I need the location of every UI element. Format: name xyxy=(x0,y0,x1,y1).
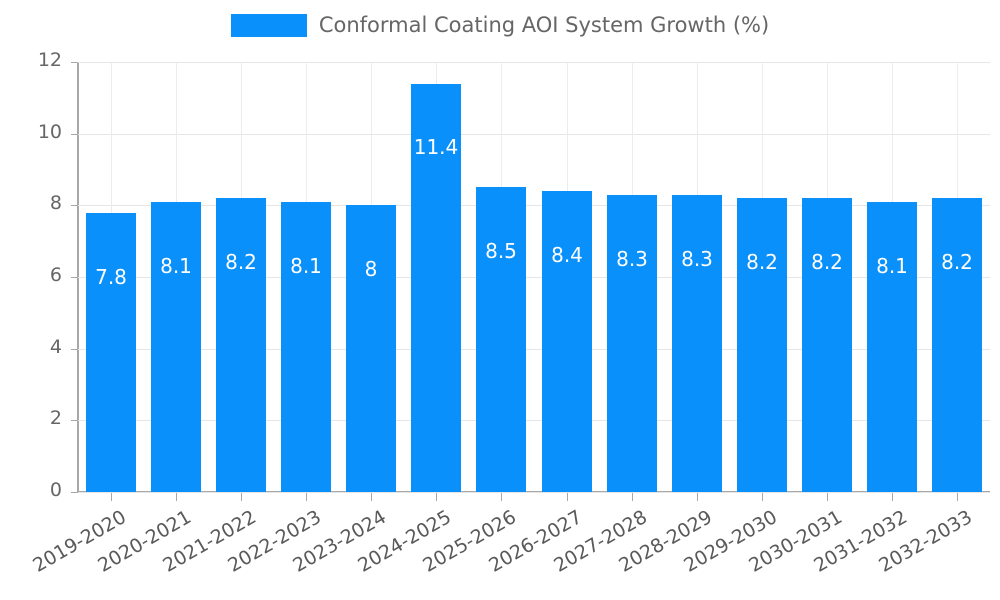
bar-value-label: 8.4 xyxy=(551,243,583,267)
y-axis-tick-mark xyxy=(71,277,78,278)
bar[interactable] xyxy=(281,201,331,492)
bar[interactable] xyxy=(932,198,982,492)
x-axis-tick-mark xyxy=(827,493,828,501)
legend-color-swatch-icon xyxy=(230,14,307,37)
bar-value-label: 8.2 xyxy=(225,250,257,274)
bar[interactable] xyxy=(151,201,201,492)
bar-value-label: 11.4 xyxy=(413,135,459,159)
y-axis-tick-label: 2 xyxy=(49,407,62,430)
x-axis-tick-mark xyxy=(436,493,437,501)
gridline-horizontal xyxy=(78,420,990,422)
gridline-horizontal xyxy=(78,133,990,135)
bar-value-label: 8.1 xyxy=(876,254,908,278)
bar[interactable] xyxy=(411,83,461,492)
bar[interactable] xyxy=(216,198,266,492)
gridline-horizontal xyxy=(78,277,990,278)
bar[interactable] xyxy=(672,194,722,492)
gridline-horizontal xyxy=(78,348,990,350)
bar[interactable] xyxy=(607,194,657,492)
x-axis-tick-mark xyxy=(371,493,372,501)
x-axis-tick-mark xyxy=(176,493,177,501)
bar-value-label: 8 xyxy=(364,257,378,281)
bar[interactable] xyxy=(346,205,396,492)
gridline-horizontal xyxy=(78,62,990,63)
bar[interactable] xyxy=(867,201,917,492)
bar-value-label: 8.1 xyxy=(290,254,322,278)
y-axis-tick-mark xyxy=(71,348,78,350)
bar[interactable] xyxy=(86,212,136,492)
bar-value-label: 8.3 xyxy=(616,247,648,271)
x-axis-tick-mark xyxy=(632,493,633,501)
bar[interactable] xyxy=(476,187,526,492)
y-axis-tick-label: 6 xyxy=(49,264,62,286)
x-axis-tick-mark xyxy=(957,493,958,501)
y-axis-tick-label: 12 xyxy=(37,49,62,71)
bar[interactable] xyxy=(737,198,787,492)
x-axis-tick-label: 2019-2020 xyxy=(28,506,130,577)
y-axis-tick-mark xyxy=(71,420,78,422)
bar[interactable] xyxy=(542,191,592,492)
bar-value-label: 8.2 xyxy=(811,250,843,274)
x-axis-tick-mark xyxy=(567,493,568,501)
bar[interactable] xyxy=(802,198,852,492)
bar-value-label: 8.5 xyxy=(485,239,517,263)
bar-value-label: 7.8 xyxy=(95,265,127,289)
chart-legend: Conformal Coating AOI System Growth (%) xyxy=(0,14,1000,37)
y-axis-tick-mark xyxy=(71,62,78,63)
gridline-horizontal xyxy=(78,205,990,207)
x-axis-tick-mark xyxy=(501,493,502,501)
y-axis-tick-label: 4 xyxy=(49,335,62,358)
x-axis-tick-mark xyxy=(697,493,698,501)
y-axis-tick-label: 0 xyxy=(49,479,62,501)
legend-label: Conformal Coating AOI System Growth (%) xyxy=(318,13,770,37)
y-axis-tick-mark xyxy=(71,205,78,207)
x-axis-tick-mark xyxy=(892,493,893,501)
bar-value-label: 8.1 xyxy=(160,254,192,278)
legend-item-series-0[interactable]: Conformal Coating AOI System Growth (%) xyxy=(230,13,770,37)
gridline-horizontal xyxy=(78,492,990,493)
x-axis-tick-mark xyxy=(111,493,112,501)
y-axis-tick-label: 10 xyxy=(37,120,62,143)
x-axis-tick-mark xyxy=(241,493,242,501)
plot-area: 7.8 8.1 8.2 8.1 8 11.4 8.5 8.4 8.3 8.3 8.2 8.2 8.1 8.… xyxy=(78,62,990,493)
x-axis-tick-mark xyxy=(762,493,763,501)
y-axis-tick-mark xyxy=(71,133,78,135)
y-axis-tick-label: 8 xyxy=(49,192,62,215)
x-axis-tick-mark xyxy=(306,493,307,501)
y-axis-tick-mark xyxy=(71,492,78,493)
bar-value-label: 8.3 xyxy=(681,247,713,271)
bar-value-label: 8.2 xyxy=(941,250,973,274)
bar-value-label: 8.2 xyxy=(746,250,778,274)
